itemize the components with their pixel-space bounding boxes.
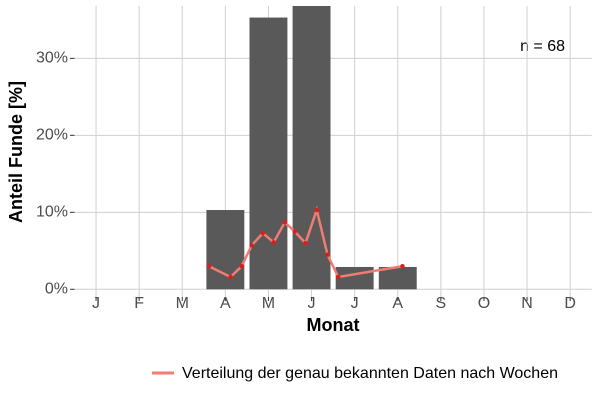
line-point (325, 252, 330, 257)
x-tick-label: J (351, 295, 359, 312)
legend-label: Verteilung der genau bekannten Daten nac… (182, 365, 558, 382)
line-point (249, 243, 254, 248)
x-tick-label: F (134, 295, 144, 312)
x-tick-label: M (262, 295, 275, 312)
line-point (239, 264, 244, 269)
line-point (228, 274, 233, 280)
line-point (314, 207, 319, 213)
x-tick-label: A (392, 295, 403, 312)
line-point (260, 230, 266, 236)
line-point (303, 240, 308, 246)
x-tick-label: N (521, 295, 533, 312)
x-tick-label: J (92, 295, 100, 312)
bar (378, 266, 417, 290)
line-point (400, 264, 405, 269)
x-tick-label: D (564, 295, 576, 312)
y-tick-label: 30% (36, 50, 68, 67)
x-tick-label: O (478, 295, 490, 312)
bar (335, 266, 374, 290)
bar (249, 17, 288, 290)
x-tick-label: J (308, 295, 316, 312)
line-point (292, 229, 297, 234)
y-tick-label: 20% (36, 127, 68, 144)
y-tick-label: 0% (45, 281, 68, 298)
y-tick-label: 10% (36, 204, 68, 221)
x-axis-title: Monat (307, 315, 360, 335)
x-tick-label: M (176, 295, 189, 312)
line-point (206, 264, 212, 269)
annotation: n = 68 (520, 38, 565, 55)
line-point (271, 240, 276, 245)
y-axis-title: Anteil Funde [%] (6, 81, 26, 223)
bar (206, 210, 245, 290)
x-tick-label: A (220, 295, 231, 312)
line-point (282, 220, 288, 225)
line-point (336, 274, 341, 280)
x-tick-label: S (436, 295, 447, 312)
